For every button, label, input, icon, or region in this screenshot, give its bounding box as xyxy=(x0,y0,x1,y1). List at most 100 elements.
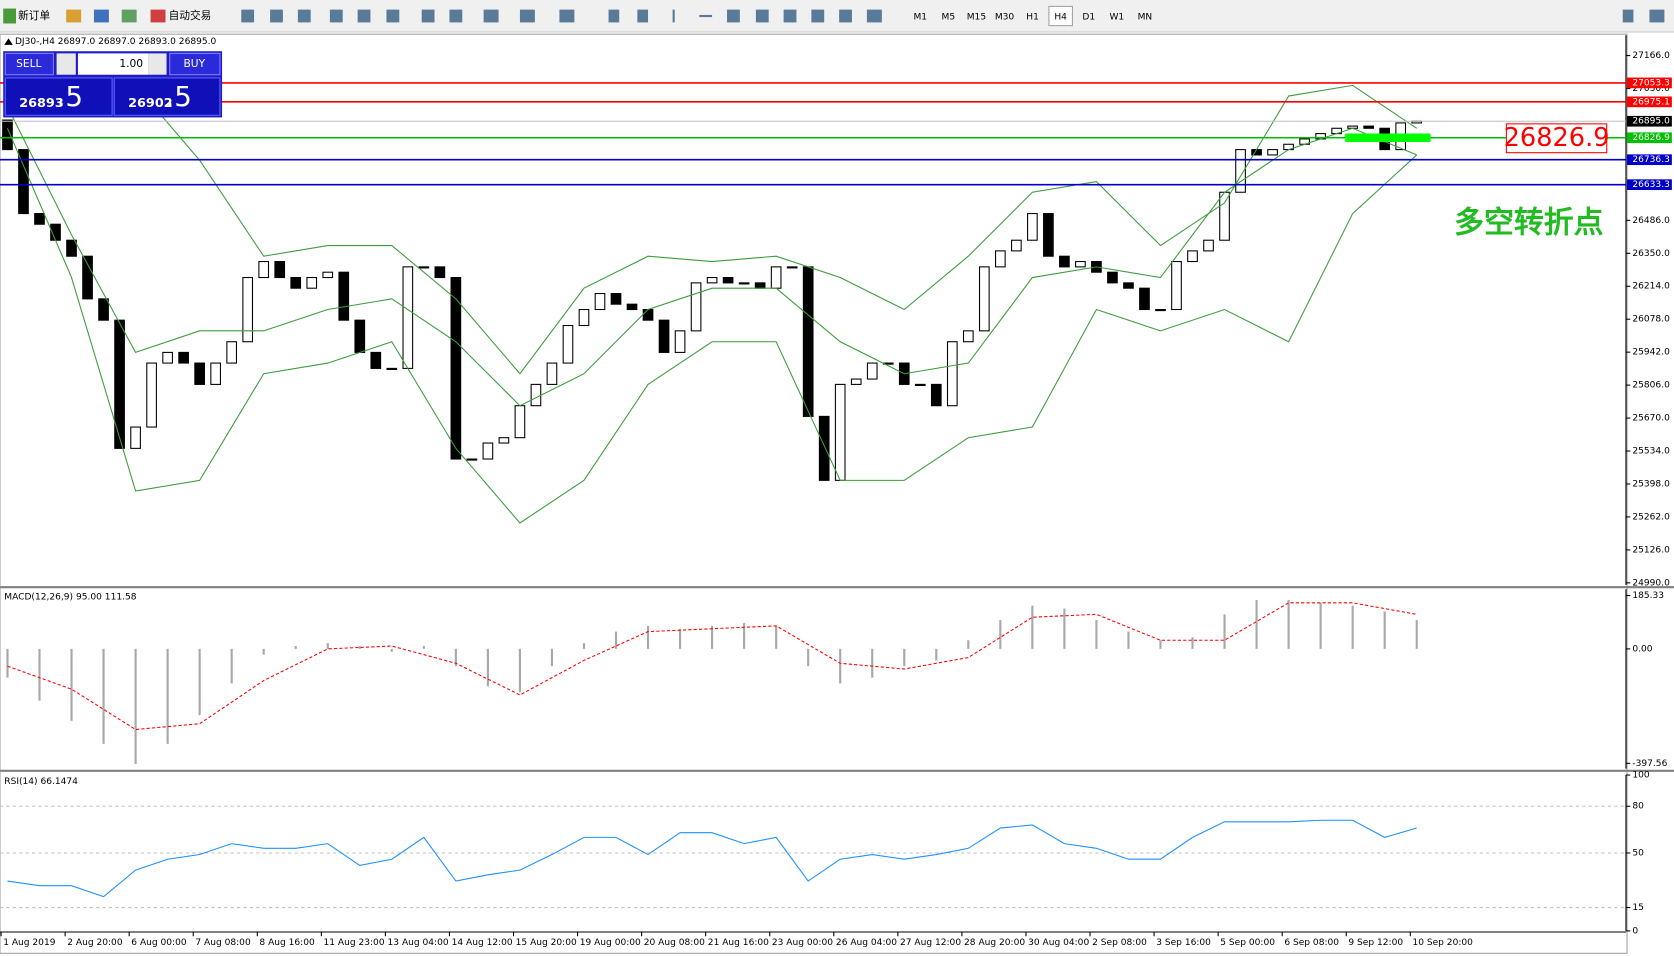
toolbar-icon[interactable] xyxy=(637,9,649,23)
price-panel: DJ30-,H4 26897.0 26897.0 26893.0 26895.0… xyxy=(0,35,1672,588)
y-tick-label: 27166.0 xyxy=(1632,51,1670,61)
timeframe-button[interactable]: D1 xyxy=(1082,13,1095,23)
candle-body xyxy=(818,415,830,481)
level-label-bg xyxy=(1627,132,1672,144)
candle-body xyxy=(1187,250,1198,263)
candle-body xyxy=(786,266,798,269)
candle-body xyxy=(1059,255,1070,268)
candle-body xyxy=(1203,239,1214,252)
candle-body xyxy=(274,261,286,279)
toolbar-icon[interactable] xyxy=(755,9,769,23)
toolbar-icon[interactable] xyxy=(297,9,311,23)
y-tick-label: 26078.0 xyxy=(1632,315,1670,325)
toolbar-icons xyxy=(241,9,1665,23)
toolbar-icon[interactable] xyxy=(421,9,435,23)
rsi-line xyxy=(7,819,1417,898)
lot-value[interactable]: 1.00 xyxy=(119,57,143,70)
sell-price-box[interactable] xyxy=(4,77,113,116)
candle-body xyxy=(178,351,189,364)
toolbar-icon[interactable] xyxy=(241,9,255,23)
toolbar-icon[interactable] xyxy=(559,9,575,23)
toolbar-icon[interactable] xyxy=(608,9,620,23)
candle-body xyxy=(946,341,958,407)
new-order-icon[interactable] xyxy=(3,8,17,24)
candle-body xyxy=(1155,308,1166,312)
toolbar-icon[interactable] xyxy=(839,9,852,23)
buy-price-box[interactable] xyxy=(113,77,221,116)
bollinger-middle xyxy=(6,106,1417,407)
toolbar-icon[interactable] xyxy=(449,9,463,23)
candle-body xyxy=(674,330,686,353)
y-tick-label: 185.33 xyxy=(1632,591,1664,601)
toolbar-icon[interactable] xyxy=(519,9,535,23)
bollinger-lower xyxy=(6,128,1418,524)
toolbar-icon[interactable] xyxy=(727,9,740,23)
macd-panel: MACD(12,26,9) 95.00 111.58 185.33 0.00 -397… xyxy=(0,586,1674,769)
timeframe-button[interactable]: H4 xyxy=(1054,13,1067,23)
y-tick-label: 100 xyxy=(1632,771,1650,781)
candle-body xyxy=(1107,271,1118,284)
time-label: 27 Aug 12:00 xyxy=(900,938,961,948)
candle-body xyxy=(290,277,302,289)
candle-body xyxy=(434,266,446,279)
candle-body xyxy=(914,383,926,386)
toolbar-icon[interactable] xyxy=(270,9,283,23)
new-order-button[interactable]: 新订单 xyxy=(18,9,50,22)
toolbar-icon[interactable] xyxy=(811,9,825,23)
buy-label[interactable]: BUY xyxy=(183,57,205,70)
candle-body xyxy=(162,351,173,364)
sell-button[interactable] xyxy=(4,52,54,76)
time-label: 14 Aug 12:00 xyxy=(452,938,513,948)
candle-body xyxy=(802,266,814,417)
candle-body xyxy=(1363,125,1375,129)
toolbar-icon[interactable] xyxy=(386,9,400,23)
auto-trading-button[interactable]: 自动交易 xyxy=(169,9,212,22)
time-label: 13 Aug 04:00 xyxy=(388,938,449,948)
toolbar-icon[interactable] xyxy=(66,9,82,23)
timeframe-button[interactable]: M5 xyxy=(942,13,956,23)
candle-body xyxy=(466,458,478,461)
candle-body xyxy=(834,383,846,481)
timeframe-button[interactable]: M1 xyxy=(913,13,927,23)
candle-body xyxy=(402,266,414,369)
y-tick-label: 50 xyxy=(1632,848,1644,858)
time-label: 10 Sep 20:00 xyxy=(1412,938,1473,948)
candle-body xyxy=(210,362,221,385)
timeframe-button[interactable]: W1 xyxy=(1109,13,1124,23)
time-label: 21 Aug 16:00 xyxy=(708,938,769,948)
timeframe-button[interactable]: H1 xyxy=(1026,13,1039,23)
toolbar-icon[interactable] xyxy=(329,9,343,23)
toolbar-icon[interactable] xyxy=(672,9,675,23)
candle-body xyxy=(1219,191,1230,241)
toolbar-icon[interactable] xyxy=(783,9,797,23)
timeframe-button[interactable]: M30 xyxy=(995,13,1015,23)
y-tick-label: 25126.0 xyxy=(1632,545,1670,555)
candle-body xyxy=(850,378,862,385)
search-icon[interactable] xyxy=(1622,9,1634,23)
timeframe-button[interactable]: MN xyxy=(1138,13,1153,23)
chart-frame xyxy=(0,33,1628,954)
y-tick-label: 0.00 xyxy=(1632,644,1652,654)
candle-body xyxy=(610,292,622,305)
candle-body xyxy=(322,271,334,279)
auto-trading-icon[interactable] xyxy=(150,9,166,23)
candle-body xyxy=(82,255,93,300)
buy-button[interactable] xyxy=(169,52,221,76)
candle-body xyxy=(995,250,1006,268)
lot-field[interactable] xyxy=(77,53,149,75)
time-label: 6 Sep 08:00 xyxy=(1284,938,1339,948)
lot-up[interactable] xyxy=(148,53,167,75)
lot-down[interactable] xyxy=(56,53,76,75)
toolbar-icon[interactable] xyxy=(866,9,882,23)
time-label: 28 Aug 20:00 xyxy=(964,938,1025,948)
time-label: 8 Aug 16:00 xyxy=(259,938,315,948)
y-tick-label: 25942.0 xyxy=(1632,348,1670,358)
toolbar-icon[interactable] xyxy=(93,9,109,23)
timeframe-button[interactable]: M15 xyxy=(967,13,986,23)
chat-icon[interactable] xyxy=(1649,9,1665,23)
toolbar-icon[interactable] xyxy=(483,9,499,23)
toolbar-icon[interactable] xyxy=(121,9,137,23)
toolbar-icon[interactable] xyxy=(699,14,713,18)
toolbar-icon[interactable] xyxy=(357,9,371,23)
sell-label[interactable]: SELL xyxy=(16,57,41,70)
